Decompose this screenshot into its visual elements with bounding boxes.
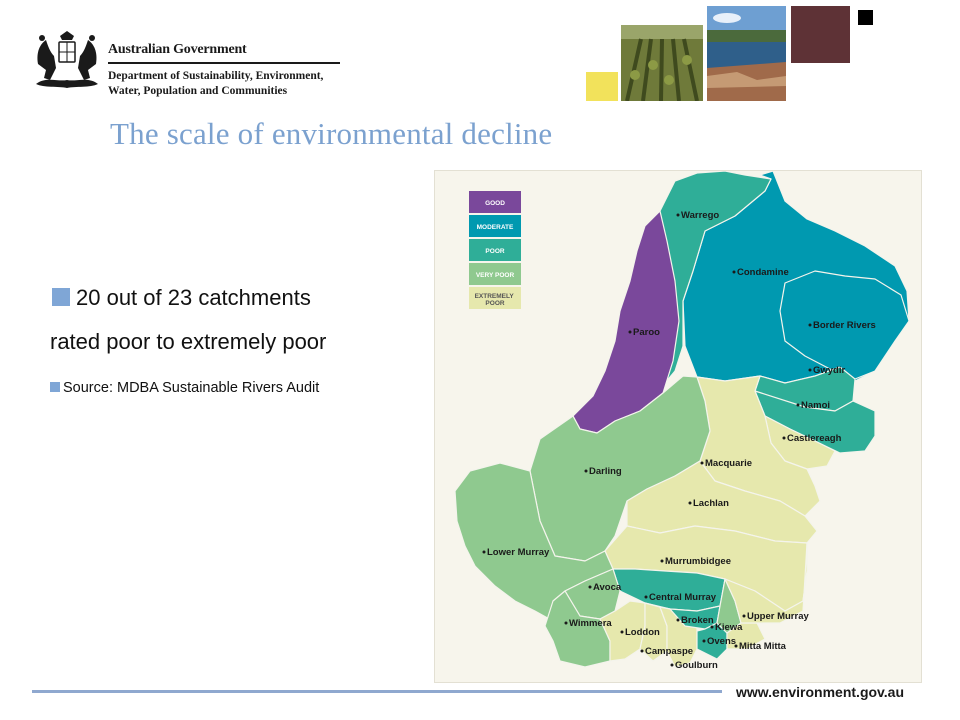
label-gwydir: Gwydir bbox=[813, 365, 846, 376]
label-paroo: Paroo bbox=[633, 327, 660, 338]
label-loddon: Loddon bbox=[625, 627, 660, 638]
river-photo bbox=[707, 6, 786, 101]
decorative-black-square bbox=[858, 10, 873, 25]
bullet-square-icon bbox=[52, 288, 70, 306]
label-macquarie: Macquarie bbox=[705, 458, 752, 469]
label-castlereagh: Castlereagh bbox=[787, 433, 842, 444]
main-bullet: 20 out of 23 catchments rated poor to ex… bbox=[50, 276, 430, 364]
catchment-border-rivers bbox=[779, 270, 910, 380]
decorative-yellow-tile bbox=[586, 72, 618, 101]
label-upper-murray: Upper Murray bbox=[747, 611, 809, 622]
legend-swatch-4 bbox=[469, 287, 521, 309]
label-darling: Darling bbox=[589, 466, 622, 477]
legend-very-poor: VERY POOR bbox=[476, 272, 515, 279]
label-avoca: Avoca bbox=[593, 582, 622, 593]
label-warrego: Warrego bbox=[681, 210, 719, 221]
crops-photo bbox=[621, 25, 703, 101]
coat-of-arms-icon bbox=[36, 31, 98, 88]
legend-extremely-poor: EXTREMELY POOR bbox=[475, 293, 516, 307]
legend-moderate: MODERATE bbox=[477, 224, 514, 231]
label-ovens: Ovens bbox=[707, 636, 736, 647]
label-broken: Broken bbox=[681, 615, 714, 626]
legend-swatch-3 bbox=[469, 263, 521, 285]
label-lower-murray: Lower Murray bbox=[487, 547, 550, 558]
label-goulburn: Goulburn bbox=[675, 660, 718, 671]
source-bullet: Source: MDBA Sustainable Rivers Audit bbox=[50, 380, 319, 396]
legend-good: GOOD bbox=[485, 200, 505, 207]
government-branding: Australian Government Department of Sust… bbox=[108, 42, 340, 99]
legend-extremely-poor-line-2: POOR bbox=[485, 300, 504, 307]
main-bullet-line-1: 20 out of 23 catchments bbox=[76, 285, 311, 310]
department-name-line-1: Department of Sustainability, Environmen… bbox=[108, 69, 324, 82]
bullet-square-icon bbox=[50, 382, 60, 392]
government-name: Australian Government bbox=[108, 42, 247, 57]
label-campaspe: Campaspe bbox=[645, 646, 693, 657]
legend-swatch-0 bbox=[469, 191, 521, 213]
department-name-line-2: Water, Population and Communities bbox=[108, 84, 288, 97]
label-lachlan: Lachlan bbox=[693, 498, 729, 509]
map-legend: GOOD MODERATE POOR VERY POOR EXTREMELY P… bbox=[469, 191, 521, 309]
legend-swatch-2 bbox=[469, 239, 521, 261]
label-kiewa: Kiewa bbox=[715, 622, 743, 633]
legend-extremely-poor-line-1: EXTREMELY bbox=[475, 293, 515, 300]
label-condamine: Condamine bbox=[737, 267, 789, 278]
legend-swatch-1 bbox=[469, 215, 521, 237]
label-central-murray: Central Murray bbox=[649, 592, 717, 603]
source-text: Source: MDBA Sustainable Rivers Audit bbox=[63, 380, 320, 396]
catchment-upper-murray bbox=[724, 542, 808, 624]
footer-divider bbox=[32, 690, 722, 693]
label-wimmera: Wimmera bbox=[569, 618, 612, 629]
label-mitta-mitta: Mitta Mitta bbox=[739, 641, 787, 652]
slide-title: The scale of environmental decline bbox=[110, 116, 553, 151]
legend-poor: POOR bbox=[485, 248, 504, 255]
label-border-rivers: Border Rivers bbox=[813, 320, 876, 331]
label-murrumbidgee: Murrumbidgee bbox=[665, 556, 731, 567]
branding-divider bbox=[108, 62, 340, 64]
catchment-health-map: GOOD MODERATE POOR VERY POOR EXTREMELY P… bbox=[434, 170, 922, 683]
footer-website-link[interactable]: www.environment.gov.au bbox=[736, 684, 905, 700]
decorative-maroon-tile bbox=[791, 6, 850, 63]
main-bullet-line-2: rated poor to extremely poor bbox=[50, 329, 327, 354]
label-namoi: Namoi bbox=[801, 400, 830, 411]
